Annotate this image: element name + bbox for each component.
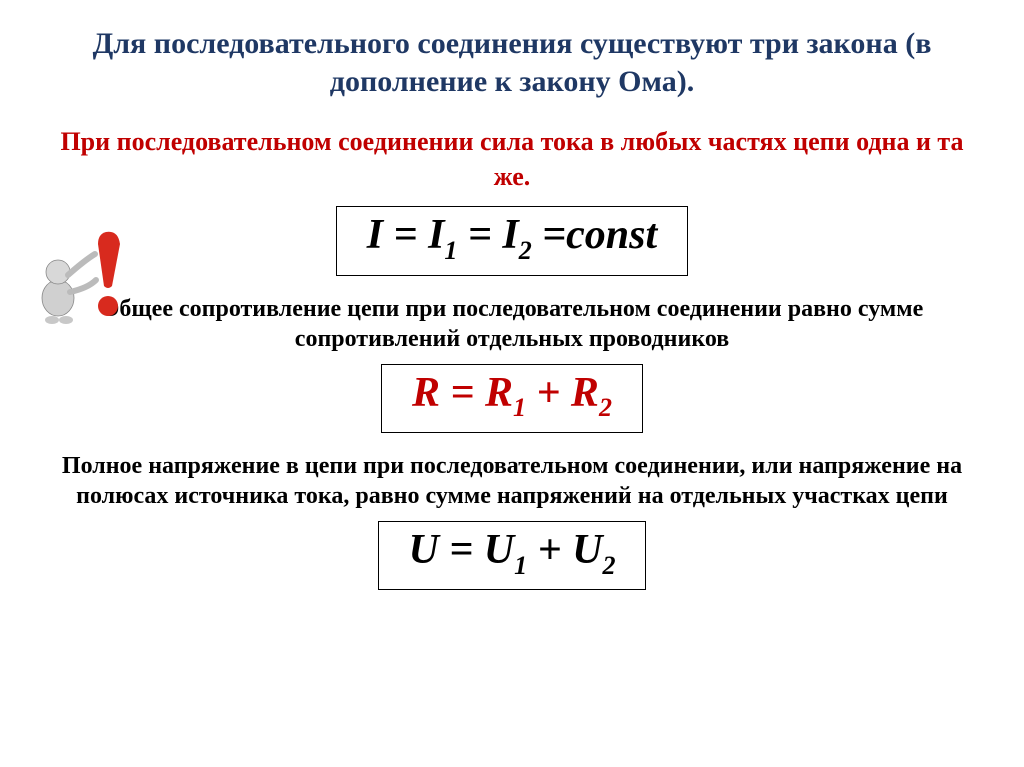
law1-intro: При последовательном соединении сила ток… (40, 124, 984, 194)
slide-title: Для последовательного соединения существ… (40, 25, 984, 100)
law1-formula: I = I1 = I2 =const (367, 212, 657, 258)
law2-intro: Общее сопротивление цепи при последовате… (60, 294, 964, 354)
law3-formula: U = U1 + U2 (409, 527, 616, 573)
law3-intro: Полное напряжение в цепи при последовате… (60, 451, 964, 511)
exclamation-icon (30, 220, 140, 330)
law3-formula-box: U = U1 + U2 (378, 521, 647, 590)
law2-formula: R = R1 + R2 (412, 370, 612, 416)
law1-formula-box: I = I1 = I2 =const (336, 206, 688, 275)
physics-slide: Для последовательного соединения существ… (0, 0, 1024, 767)
law2-formula-box: R = R1 + R2 (381, 364, 643, 433)
